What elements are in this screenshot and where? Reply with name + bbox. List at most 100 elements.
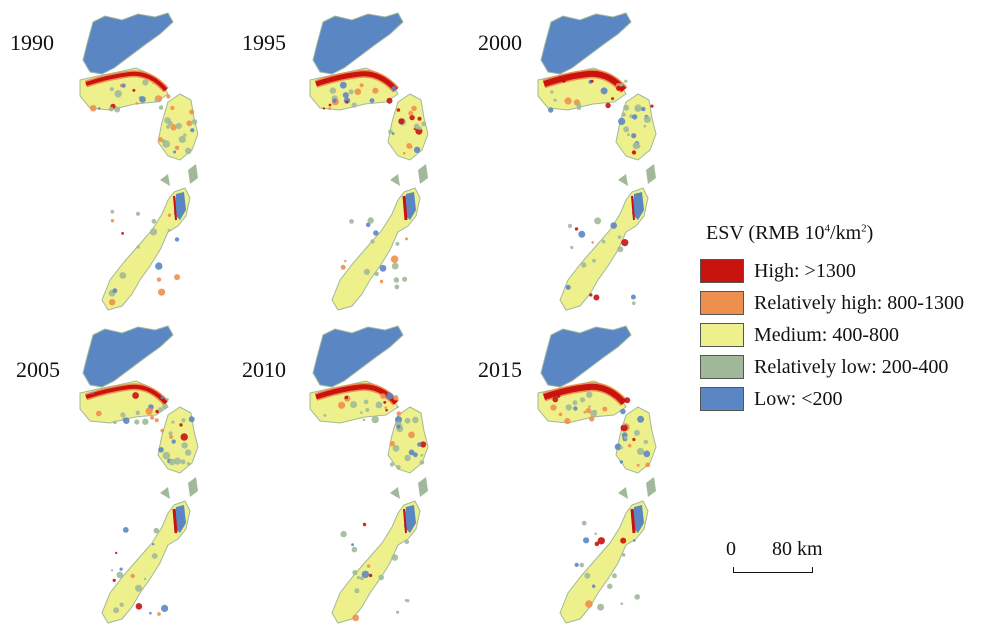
- legend-item-relatively-low: Relatively low: 200-400: [700, 351, 1000, 383]
- esv-patch: [181, 418, 186, 423]
- esv-patch: [115, 551, 118, 555]
- esv-patch: [592, 584, 596, 588]
- legend-item-low: Low: <200: [700, 383, 1000, 415]
- esv-patch: [593, 294, 600, 301]
- esv-patch: [149, 611, 152, 615]
- esv-patch: [135, 603, 143, 610]
- esv-patch: [351, 543, 354, 547]
- esv-patch: [367, 564, 371, 568]
- legend-label: Relatively low: 200-400: [754, 355, 949, 378]
- esv-patch: [405, 237, 408, 241]
- low-esv-lake-region: [312, 12, 404, 75]
- esv-patch: [635, 108, 639, 112]
- esv-patch: [396, 108, 401, 112]
- year-label: 2000: [478, 30, 522, 55]
- esv-patch: [354, 588, 360, 594]
- low-esv-fragment: [160, 174, 170, 186]
- esv-patch: [605, 102, 611, 109]
- esv-patch: [600, 87, 608, 95]
- map-layer: [537, 325, 657, 624]
- esv-patch: [419, 460, 425, 465]
- esv-map: [537, 12, 657, 311]
- esv-patch: [643, 124, 647, 128]
- esv-patch: [189, 109, 195, 115]
- esv-patch: [579, 397, 586, 403]
- esv-patch: [391, 86, 397, 91]
- high-esv-band: [85, 384, 168, 405]
- esv-patch: [396, 411, 402, 416]
- esv-patch: [406, 599, 410, 603]
- esv-patch: [389, 462, 395, 467]
- esv-patch: [348, 89, 354, 95]
- esv-patch: [112, 288, 118, 294]
- map-panel-2000: 2000: [468, 10, 698, 330]
- esv-patch: [390, 255, 399, 263]
- esv-patch: [622, 422, 626, 426]
- esv-patch: [386, 97, 393, 104]
- low-esv-fragment: [646, 164, 656, 184]
- esv-patch: [110, 209, 115, 214]
- esv-patch: [548, 107, 554, 113]
- esv-patch: [185, 147, 192, 155]
- esv-patch: [153, 527, 160, 534]
- esv-patch: [576, 105, 582, 110]
- esv-patch: [329, 87, 337, 94]
- esv-patch: [393, 395, 399, 401]
- high-esv-band: [85, 71, 168, 92]
- esv-patch: [384, 406, 388, 409]
- esv-patch: [162, 140, 171, 148]
- esv-patch: [570, 245, 574, 250]
- esv-patch: [592, 258, 596, 263]
- esv-patch: [394, 284, 400, 290]
- esv-patch: [404, 454, 411, 462]
- esv-patch: [371, 415, 379, 424]
- esv-patch: [396, 610, 400, 614]
- esv-patch: [151, 553, 158, 559]
- esv-patch: [95, 410, 102, 417]
- esv-patch: [643, 116, 651, 123]
- esv-patch: [166, 94, 171, 99]
- esv-patch: [627, 133, 630, 137]
- esv-patch: [408, 431, 415, 439]
- esv-patch: [402, 276, 408, 282]
- legend-item-relatively-high: Relatively high: 800-1300: [700, 287, 1000, 319]
- esv-patch: [593, 410, 597, 414]
- low-esv-fragment: [618, 174, 628, 186]
- esv-patch: [145, 407, 153, 415]
- esv-patch: [585, 407, 592, 414]
- esv-patch: [408, 449, 415, 456]
- esv-patch: [170, 105, 175, 111]
- esv-patch: [616, 85, 622, 91]
- low-esv-fragment: [646, 477, 656, 497]
- esv-patch: [135, 102, 139, 105]
- esv-patch: [552, 396, 559, 403]
- esv-patch: [368, 573, 373, 578]
- esv-patch: [173, 150, 177, 154]
- esv-patch: [169, 434, 174, 439]
- esv-patch: [369, 98, 375, 103]
- esv-patch: [623, 436, 628, 440]
- esv-patch: [89, 104, 97, 112]
- year-label: 1995: [242, 30, 286, 55]
- esv-patch: [379, 279, 384, 284]
- esv-patch: [594, 217, 602, 225]
- esv-patch: [621, 112, 626, 117]
- esv-patch: [650, 104, 654, 108]
- legend-item-high: High: >1300: [700, 255, 1000, 287]
- esv-patch: [623, 126, 630, 133]
- low-esv-water: [404, 192, 416, 220]
- low-esv-fragment: [418, 477, 428, 497]
- esv-patch: [417, 442, 422, 447]
- esv-patch: [558, 412, 563, 417]
- medium-esv-region: [331, 187, 421, 311]
- esv-patch: [166, 124, 170, 129]
- esv-patch: [190, 128, 195, 133]
- esv-patch: [365, 222, 371, 228]
- esv-patch: [152, 543, 155, 546]
- high-esv-strip: [402, 195, 408, 221]
- esv-patch: [618, 117, 626, 125]
- esv-patch: [373, 230, 379, 236]
- esv-patch: [611, 97, 615, 101]
- esv-patch: [97, 107, 101, 110]
- low-esv-fragment: [160, 487, 170, 499]
